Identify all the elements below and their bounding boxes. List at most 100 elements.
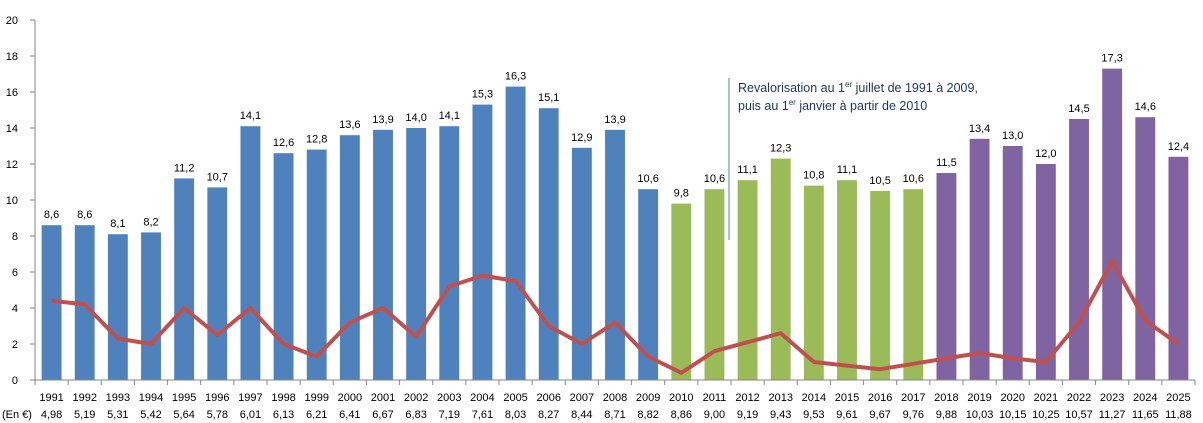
x-tick-label-2013: 2013	[768, 392, 792, 404]
bar-2024	[1135, 117, 1156, 380]
x-tick-label-2021: 2021	[1034, 392, 1058, 404]
data-label-2001: 13,9	[372, 114, 393, 126]
price-label-2005: 8,03	[505, 409, 526, 421]
x-tick-label-1999: 1999	[304, 392, 328, 404]
price-label-2009: 8,82	[637, 409, 658, 421]
bar-2025	[1168, 156, 1189, 380]
bar-2003	[439, 126, 460, 380]
price-label-1995: 5,64	[173, 409, 194, 421]
bar-1995	[174, 178, 195, 380]
price-label-1991: 4,98	[41, 409, 62, 421]
x-tick-label-2023: 2023	[1100, 392, 1124, 404]
data-label-2021: 12,0	[1035, 148, 1056, 160]
price-label-2021: 10,25	[1032, 409, 1060, 421]
price-label-2008: 8,71	[604, 409, 625, 421]
bar-1993	[107, 234, 128, 380]
x-tick-label-1995: 1995	[172, 392, 196, 404]
data-label-2015: 11,1	[837, 164, 858, 176]
price-label-1997: 6,01	[240, 409, 261, 421]
x-tick-label-2019: 2019	[967, 392, 991, 404]
price-label-2013: 9,43	[770, 409, 791, 421]
data-label-2008: 13,9	[604, 114, 625, 126]
data-label-2005: 16,3	[505, 71, 526, 83]
data-label-1993: 8,1	[110, 218, 125, 230]
data-label-2014: 10,8	[803, 170, 824, 182]
bar-2000	[339, 135, 360, 380]
x-tick-label-2004: 2004	[470, 392, 494, 404]
annotation-line-2: puis au 1er janvier à partir de 2010	[738, 98, 927, 113]
x-tick-label-2009: 2009	[636, 392, 660, 404]
x-tick-label-2020: 2020	[1000, 392, 1024, 404]
bar-2021	[1035, 164, 1056, 380]
data-label-1995: 11,2	[174, 162, 195, 174]
bar-2019	[969, 138, 990, 380]
bar-2001	[373, 129, 393, 380]
price-label-2018: 9,88	[936, 409, 957, 421]
data-label-2022: 14,5	[1068, 103, 1089, 115]
price-label-2024: 11,65	[1132, 409, 1159, 421]
data-label-2010: 9,8	[674, 188, 689, 200]
data-label-2024: 14,6	[1135, 101, 1156, 113]
bar-2017	[903, 189, 924, 380]
x-tick-label-2002: 2002	[404, 392, 428, 404]
price-label-2019: 10,03	[966, 409, 994, 421]
data-label-2006: 15,1	[538, 92, 559, 104]
axes-layer: 0 2 4 6 8 10 12 14 16 18 20 1991 4,98 1992 5,19 1993 5,3…	[2, 15, 1196, 421]
price-label-1998: 6,13	[273, 409, 294, 421]
x-tick-label-1996: 1996	[205, 392, 229, 404]
x-tick-label-2024: 2024	[1133, 392, 1157, 404]
bar-2011	[704, 189, 725, 380]
price-label-2003: 7,19	[439, 409, 460, 421]
data-label-1994: 8,2	[143, 216, 158, 228]
x-tick-label-2017: 2017	[901, 392, 925, 404]
bar-2014	[803, 185, 824, 380]
data-label-2020: 13,0	[1002, 130, 1023, 142]
price-label-2011: 9,00	[704, 409, 725, 421]
bar-1998	[273, 153, 294, 380]
data-label-2016: 10,5	[869, 175, 890, 187]
bar-2015	[837, 180, 857, 380]
bar-2010	[671, 203, 692, 380]
bar-2008	[605, 129, 625, 380]
price-label-2000: 6,41	[339, 409, 360, 421]
data-label-2004: 15,3	[472, 89, 493, 101]
data-label-1998: 12,6	[273, 137, 294, 149]
price-label-1996: 5,78	[207, 409, 228, 421]
data-label-1992: 8,6	[77, 209, 92, 221]
x-tick-label-1998: 1998	[271, 392, 295, 404]
bar-2013	[770, 158, 791, 380]
x-tick-label-2015: 2015	[835, 392, 859, 404]
data-label-2013: 12,3	[770, 143, 791, 155]
data-label-2009: 10,6	[637, 173, 658, 185]
price-label-2006: 8,27	[538, 409, 559, 421]
data-label-1996: 10,7	[207, 171, 228, 183]
y-tick-label: 16	[6, 87, 18, 99]
x-tick-label-2025: 2025	[1166, 392, 1190, 404]
x-tick-label-2005: 2005	[503, 392, 527, 404]
data-label-2025: 12,4	[1168, 141, 1189, 153]
x-tick-label-1991: 1991	[39, 392, 63, 404]
line-layer	[51, 259, 1180, 375]
x-tick-label-2007: 2007	[570, 392, 594, 404]
second-row-label: (En €)	[2, 409, 32, 421]
x-tick-label-2012: 2012	[735, 392, 759, 404]
x-tick-label-2003: 2003	[437, 392, 461, 404]
data-label-2023: 17,3	[1101, 53, 1122, 65]
price-label-2022: 10,57	[1065, 409, 1093, 421]
bar-2023	[1102, 68, 1123, 380]
x-tick-label-2014: 2014	[802, 392, 826, 404]
x-tick-label-1992: 1992	[72, 392, 96, 404]
y-tick-label: 18	[6, 51, 18, 63]
price-label-2014: 9,53	[803, 409, 824, 421]
y-tick-label: 4	[12, 303, 18, 315]
bar-1999	[306, 149, 327, 380]
y-tick-label: 6	[12, 267, 18, 279]
data-label-2018: 11,5	[936, 157, 957, 169]
price-label-2016: 9,67	[869, 409, 890, 421]
x-tick-label-2006: 2006	[536, 392, 560, 404]
bar-1997	[240, 126, 261, 380]
data-label-2000: 13,6	[339, 119, 360, 131]
annotation: Revalorisation au 1er juillet de 1991 à …	[728, 78, 978, 240]
bar-2018	[936, 173, 957, 380]
data-label-2012: 11,1	[737, 164, 758, 176]
